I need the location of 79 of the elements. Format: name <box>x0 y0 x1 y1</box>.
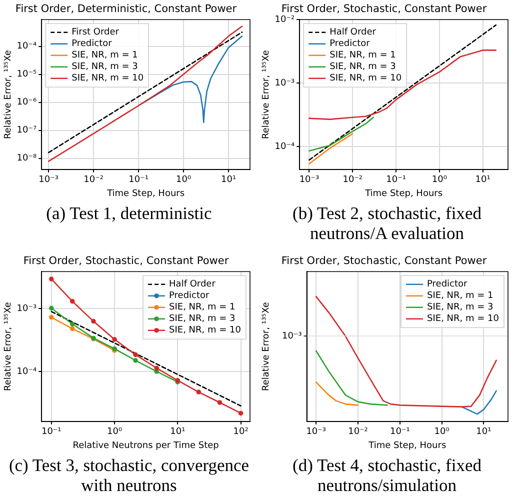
y-tick-label: 10⁻⁸ <box>16 154 37 164</box>
x-tick-label: 10² <box>233 427 249 438</box>
x-tick-label: 10⁻¹ <box>390 427 410 438</box>
point <box>154 366 159 371</box>
point <box>133 352 138 358</box>
point <box>48 276 54 282</box>
y-tick-label: 10⁻⁶ <box>16 98 37 108</box>
text: (d) Test 4, stochastic, fixed neutrons/simulation <box>292 455 482 495</box>
legend-label: First Order <box>72 28 120 38</box>
x-tick-label: 10⁻³ <box>306 427 326 438</box>
y-tick-label: 10⁻⁷ <box>16 126 37 136</box>
x-tick-label: 10¹ <box>170 427 186 438</box>
x-tick-label: 10⁻² <box>348 427 368 438</box>
y-tick-label: 10⁻⁵ <box>16 70 37 80</box>
point <box>238 410 244 416</box>
x-tick-label: 10⁰ <box>106 427 122 438</box>
legend-label: SIE, NR, m = 3 <box>427 302 494 313</box>
x-tick-label: 10⁰ <box>176 175 192 186</box>
x-tick-label: 10¹ <box>221 175 236 186</box>
point <box>112 337 117 342</box>
legend-label: Predictor <box>330 39 370 50</box>
point <box>133 358 138 363</box>
legend-label: SIE, NR, m = 10 <box>72 74 144 84</box>
point <box>70 298 75 304</box>
x-tick-label: 10¹ <box>476 427 492 438</box>
y-tick-label: 10⁻⁴ <box>16 366 37 377</box>
point <box>217 400 222 405</box>
point <box>196 390 202 394</box>
point <box>48 314 54 320</box>
chart-title: First Order, Stochastic, Constant Power <box>23 255 230 268</box>
chart-title: First Order, Stochastic, Constant Power <box>281 3 488 16</box>
y-axis-title: Relative Error, ¹³⁵Xe <box>4 50 14 139</box>
x-tick-label: 10⁰ <box>432 175 448 186</box>
x-axis-title: Time Step, Hours <box>368 440 446 451</box>
point <box>48 306 54 311</box>
y-tick-label: 10⁻⁴ <box>274 142 295 152</box>
y-axis-title: Relative Error, ¹³⁵Xe <box>262 302 272 391</box>
legend-label: SIE, NR, m = 1 <box>330 50 396 61</box>
legend-label: Predictor <box>427 280 468 290</box>
y-tick-label: 10⁻³ <box>16 304 37 314</box>
x-tick-label: 10⁻³ <box>299 175 320 186</box>
x-tick-label: 10¹ <box>475 175 491 186</box>
legend-label: SIE, NR, m = 10 <box>427 314 500 324</box>
x-tick-label: 10⁻² <box>84 175 104 186</box>
legend-label: Half Order <box>169 280 216 290</box>
x-tick-label: 10⁻² <box>342 175 363 186</box>
text: (c) Test 3, stochastic, convergence with neutrons <box>8 455 250 495</box>
x-tick-label: 10⁰ <box>434 427 450 438</box>
chart-title: First Order, Deterministic, Constant Power <box>15 3 238 16</box>
y-axis-title: Relative Error, ¹³⁵Xe <box>262 50 272 139</box>
x-tick-label: 10⁻³ <box>38 175 59 186</box>
x-tick-label: 10⁻¹ <box>128 175 149 186</box>
ref-line-label: 10⁻³ <box>282 331 302 342</box>
x-axis-title: Time Step, Hours <box>364 188 443 199</box>
legend-label: SIE, NR, m = 1 <box>169 302 236 313</box>
x-axis-title: Time Step, Hours <box>106 188 185 199</box>
legend-label: SIE, NR, m = 10 <box>169 326 242 336</box>
x-tick-label: 10⁻¹ <box>386 175 406 186</box>
point <box>91 318 96 324</box>
text: (b) Test 2, stochastic, fixed neutrons/A evaluation <box>292 203 482 243</box>
legend-label: SIE, NR, m = 3 <box>330 62 396 72</box>
x-tick-label: 10⁻¹ <box>41 427 62 438</box>
legend-label: SIE, NR, m = 10 <box>330 74 402 84</box>
x-axis-title: Relative Neutrons per Time Step <box>72 440 220 451</box>
legend-label: Half Order <box>330 28 376 38</box>
legend-label: SIE, NR, m = 1 <box>72 50 138 61</box>
legend-label: SIE, NR, m = 3 <box>72 62 138 72</box>
y-tick-label: 10⁻⁴ <box>16 42 37 52</box>
y-tick-label: 10⁻³ <box>274 78 295 89</box>
y-axis-title: Relative Error, ¹³⁵Xe <box>4 302 14 391</box>
y-tick-label: 10⁻² <box>274 14 295 25</box>
point <box>70 326 75 332</box>
chart-title: First Order, Stochastic, Constant Power <box>281 255 488 268</box>
legend-label: SIE, NR, m = 3 <box>169 314 236 324</box>
text: (a) Test 1, deterministic <box>45 203 213 223</box>
legend-label: Predictor <box>72 39 112 50</box>
point <box>70 322 75 326</box>
legend-label: Predictor <box>169 291 210 302</box>
legend-label: SIE, NR, m = 1 <box>427 291 494 302</box>
